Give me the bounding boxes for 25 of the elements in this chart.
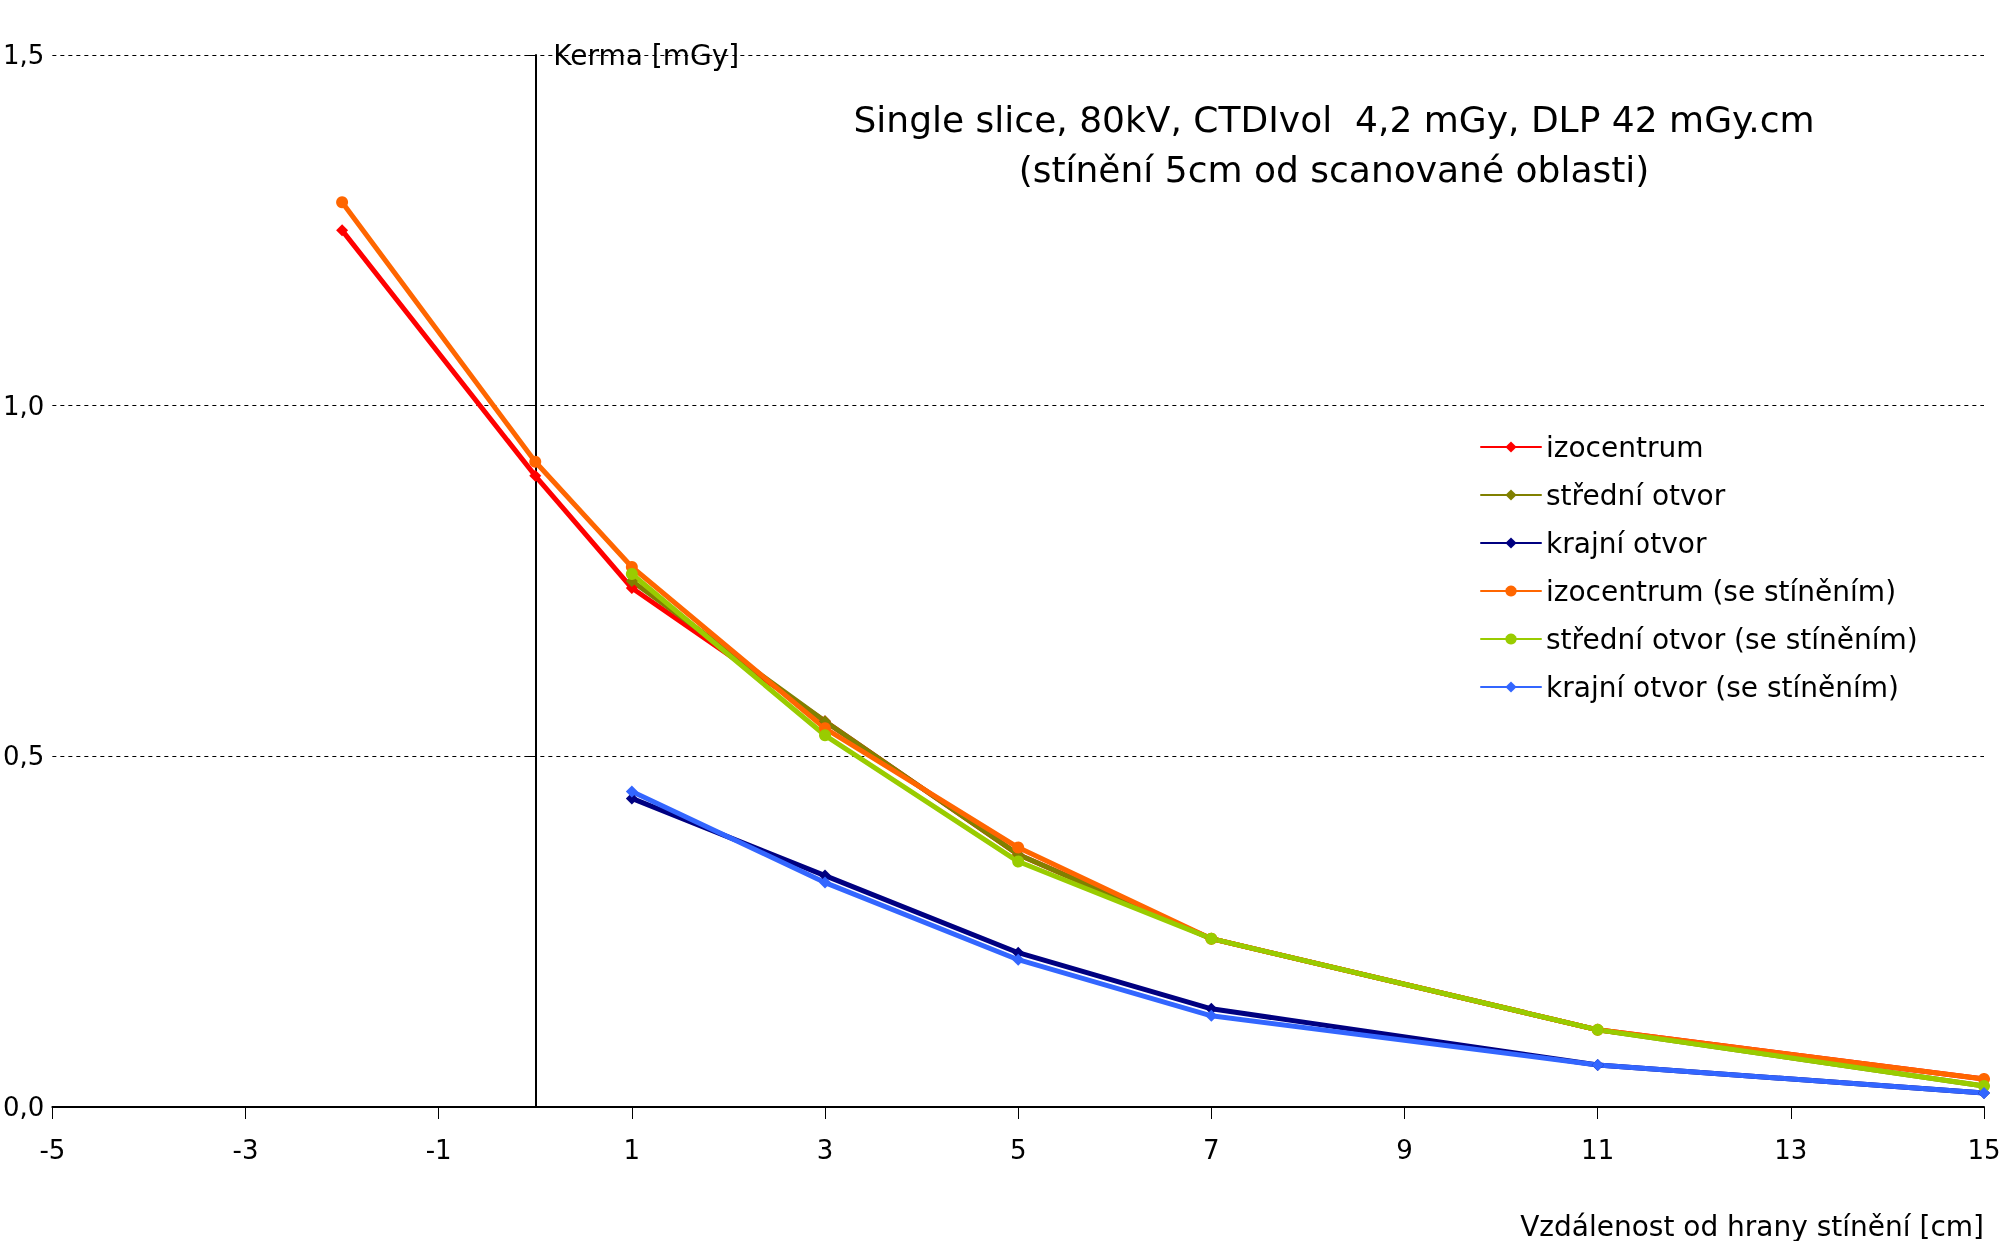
y-tick-label: 1,5 — [2, 40, 45, 70]
text: (stínění 5cm od scanované oblasti) — [1018, 148, 1650, 190]
legend-label: izocentrum — [1546, 430, 1704, 464]
legend-label: střední otvor — [1546, 478, 1726, 512]
x-tick-label: 15 — [1967, 1135, 2001, 1165]
x-tick-label: -5 — [39, 1135, 66, 1165]
x-tick-label: -3 — [232, 1135, 259, 1165]
x-axis-title: Vzdálenost od hrany stínění [cm] — [1520, 1209, 1984, 1241]
x-tick-label: 11 — [1581, 1135, 1615, 1165]
y-tick-label: 0,5 — [2, 741, 45, 772]
x-tick-label: 3 — [816, 1135, 834, 1165]
x-tick-label: 7 — [1203, 1135, 1220, 1165]
legend-label: izocentrum (se stíněním) — [1546, 574, 1897, 608]
y-axis-title: Kerma [mGy] — [553, 38, 740, 72]
text: Single slice, 80kV, CTDIvol 4,2 mGy, DLP 42 mGy.cm — [853, 98, 1815, 140]
x-tick-label: 1 — [623, 1135, 641, 1165]
legend-label: krajní otvor (se stíněním) — [1546, 670, 1899, 704]
legend-label: střední otvor (se stíněním) — [1546, 622, 1918, 656]
x-tick-label: 5 — [1009, 1135, 1027, 1165]
y-tick-label: 1,0 — [2, 390, 45, 421]
x-tick-label: 13 — [1774, 1135, 1808, 1165]
x-tick-label: -1 — [425, 1135, 452, 1165]
y-tick-label: 0,0 — [2, 1092, 45, 1122]
legend-label: krajní otvor — [1546, 526, 1707, 560]
x-tick-label: 9 — [1396, 1135, 1413, 1165]
